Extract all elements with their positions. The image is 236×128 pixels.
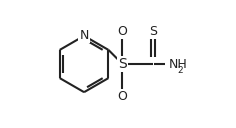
Text: 2: 2 bbox=[177, 66, 183, 75]
Text: O: O bbox=[118, 90, 127, 103]
Text: NH: NH bbox=[169, 57, 187, 71]
Text: N: N bbox=[79, 29, 89, 42]
Text: O: O bbox=[118, 25, 127, 38]
Text: S: S bbox=[118, 57, 127, 71]
Text: S: S bbox=[149, 25, 157, 38]
